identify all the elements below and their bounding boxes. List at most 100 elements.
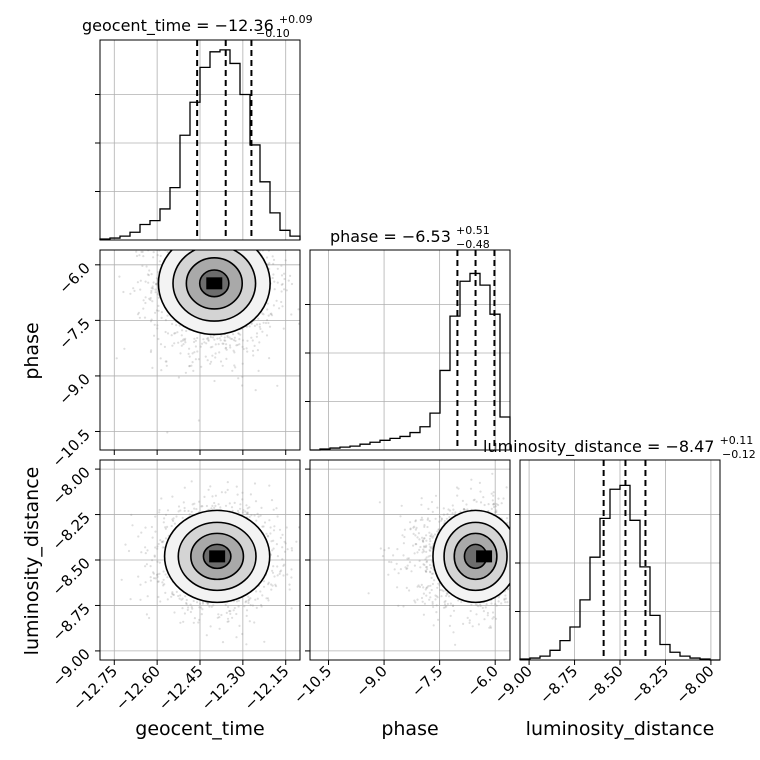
panel-geocent-time-vs-phase-sample-point: [264, 243, 266, 245]
panel-phase-vs-luminosity-distance-sample-point: [413, 552, 416, 555]
panel-geocent-time-vs-luminosity-distance-sample-point: [267, 535, 270, 538]
panel-geocent-time-vs-phase-sample-point: [193, 238, 195, 240]
panel-phase-vs-luminosity-distance-sample-point: [513, 560, 515, 562]
panel-geocent-time-vs-luminosity-distance-sample-point: [144, 565, 147, 568]
panel-geocent-time-vs-phase-sample-point: [190, 364, 193, 367]
panel-phase-vs-luminosity-distance-sample-point: [427, 555, 430, 558]
panel-phase-vs-luminosity-distance-sample-point: [397, 572, 400, 575]
panel-geocent-time-vs-luminosity-distance-sample-point: [241, 632, 244, 636]
panel-phase-vs-luminosity-distance-sample-point: [524, 518, 526, 520]
panel-geocent-time-vs-phase-sample-point: [222, 247, 224, 249]
panel-geocent-time-vs-luminosity-distance-sample-point: [181, 597, 184, 600]
panel-phase-vs-luminosity-distance-sample-point: [463, 507, 466, 511]
panel-phase-vs-luminosity-distance-sample-point: [431, 582, 434, 586]
panel-geocent-time-vs-luminosity-distance-sample-point: [245, 504, 248, 507]
panel-geocent-time-vs-phase-sample-point: [258, 222, 260, 224]
panel-geocent-time-vs-luminosity-distance-sample-point: [236, 509, 240, 512]
panel-geocent-time-vs-phase-sample-point: [262, 321, 265, 324]
panel-geocent-time-vs-phase-sample-point: [202, 338, 205, 341]
panel-geocent-time-vs-phase-sample-point: [200, 365, 203, 368]
panel-geocent-time-vs-phase-sample-point: [155, 277, 158, 280]
panel-phase-vs-luminosity-distance-sample-point: [428, 543, 431, 546]
panel-geocent-time-vs-phase-sample-point: [160, 316, 163, 319]
panel-geocent-time-vs-luminosity-distance-sample-point: [158, 561, 161, 564]
panel-geocent-time-vs-phase-sample-point: [257, 244, 259, 246]
panel-geocent-time-vs-phase-sample-point: [280, 300, 283, 304]
panel-geocent-time-vs-luminosity-distance-sample-point: [187, 606, 190, 609]
panel-geocent-time-vs-phase-sample-point: [250, 336, 253, 339]
panel-phase-vs-luminosity-distance-sample-point: [524, 540, 526, 542]
panel-geocent-time-vs-phase-sample-point: [207, 338, 210, 341]
panel-geocent-time-vs-phase-sample-point: [151, 366, 154, 369]
panel-geocent-time-vs-phase-sample-point: [194, 345, 197, 348]
panel-geocent-time-vs-phase-sample-point: [213, 237, 215, 239]
panel-geocent-time-vs-phase-sample-point: [158, 260, 161, 263]
panel-geocent-time-vs-phase-sample-point: [159, 343, 163, 346]
panel-geocent-time-vs-phase-sample-point: [213, 338, 216, 341]
panel-geocent-time-vs-luminosity-distance-ytick-label-1: −8.75: [49, 600, 94, 645]
panel-geocent-time-vs-luminosity-distance-sample-point: [211, 504, 214, 507]
panel-geocent-time-vs-phase-sample-point: [256, 227, 258, 229]
panel-phase-vs-luminosity-distance-sample-point: [461, 499, 464, 502]
panel-geocent-time-vs-phase-sample-point: [261, 312, 264, 315]
panels-layer: −10.5−9.0−7.5−6.0−9.00−8.75−8.50−8.25−8.…: [49, 39, 721, 714]
panel-phase-vs-luminosity-distance-sample-point: [514, 592, 516, 594]
panel-phase-vs-luminosity-distance-sample-point: [532, 549, 534, 551]
panel-geocent-time-vs-phase-sample-point: [263, 187, 265, 189]
panel-geocent-time-vs-phase-sample-point: [156, 293, 159, 296]
panel-geocent-time-vs-phase-sample-point: [237, 244, 239, 246]
panel-phase-vs-luminosity-distance-sample-point: [494, 505, 497, 508]
panel-geocent-time-vs-luminosity-distance-sample-point: [179, 621, 182, 624]
panel-geocent-time-vs-phase-sample-point: [150, 318, 153, 321]
panel-geocent-time-vs-luminosity-distance-sample-point: [241, 491, 244, 494]
panel-phase-vs-luminosity-distance-sample-point: [440, 518, 444, 521]
panel-geocent-time-vs-luminosity-distance-sample-point: [226, 488, 229, 491]
panel-geocent-time-vs-luminosity-distance-sample-point: [218, 627, 221, 630]
panel-phase-vs-luminosity-distance-sample-point: [462, 622, 465, 626]
panel-phase-vs-luminosity-distance-sample-point: [479, 604, 482, 608]
panel-geocent-time-vs-luminosity-distance-sample-point: [249, 604, 252, 607]
panel-geocent-time-vs-luminosity-distance-sample-point: [224, 491, 227, 494]
panel-geocent-time-vs-phase-sample-point: [219, 247, 221, 249]
panel-geocent-time-vs-phase-sample-point: [144, 280, 147, 283]
panel-geocent-time-vs-luminosity-distance-sample-point: [246, 507, 249, 510]
panel-geocent-time-vs-luminosity-distance-sample-point: [200, 505, 203, 508]
panel-geocent-time-vs-luminosity-distance-sample-point: [253, 621, 256, 624]
panel-geocent-time-vs-phase-sample-point: [244, 234, 246, 236]
panel-geocent-time-vs-luminosity-distance-sample-point: [280, 569, 283, 572]
panel-geocent-time-vs-phase-sample-point: [178, 213, 180, 215]
panel-phase-vs-luminosity-distance-sample-point: [425, 539, 428, 542]
panel-phase-vs-luminosity-distance-sample-point: [438, 584, 441, 587]
panel-phase-vs-luminosity-distance-sample-point: [469, 609, 472, 613]
panel-geocent-time-vs-phase-sample-point: [226, 336, 229, 339]
panel-geocent-time-vs-phase-sample-point: [266, 308, 269, 311]
panel-geocent-time-vs-phase-sample-point: [180, 334, 183, 337]
panel-geocent-time-vs-phase-sample-point: [157, 309, 160, 312]
panel-phase-vs-luminosity-distance-sample-point: [433, 579, 436, 582]
panel-geocent-time-vs-luminosity-distance-sample-point: [272, 547, 275, 550]
panel-geocent-time-vs-luminosity-distance-sample-point: [166, 509, 170, 512]
panel-geocent-time-vs-phase-sample-point: [221, 226, 223, 228]
panel-geocent-time-vs-phase-sample-point: [252, 354, 255, 357]
panel-geocent-time-vs-luminosity-distance-sample-point: [246, 511, 249, 514]
panel-geocent-time-vs-phase-sample-point: [231, 369, 234, 372]
panel-geocent-time-vs-luminosity-distance-sample-point: [220, 613, 223, 617]
panel-geocent-time-vs-phase-sample-point: [156, 324, 159, 327]
panel-phase-vs-luminosity-distance-sample-point: [426, 517, 430, 520]
panel-phase-vs-luminosity-distance-sample-point: [395, 562, 398, 565]
panel-phase-vs-luminosity-distance-sample-point: [497, 497, 500, 500]
panel-geocent-time-vs-luminosity-distance-sample-point: [144, 546, 147, 549]
panel-phase-vs-luminosity-distance-sample-point: [456, 494, 459, 497]
panel-geocent-time-vs-luminosity-distance-sample-point: [208, 605, 211, 608]
panel-geocent-time-vs-phase-sample-point: [241, 362, 244, 365]
panel-geocent-time-vs-phase-sample-point: [150, 291, 153, 294]
panel-geocent-time-vs-phase-sample-point: [191, 246, 193, 248]
panel-geocent-time-vs-luminosity-distance-sample-point: [205, 634, 208, 637]
panel-geocent-time-vs-luminosity-distance-sample-point: [185, 601, 188, 605]
panel-geocent-time-vs-phase-sample-point: [223, 247, 225, 249]
panel-phase-vs-luminosity-distance-sample-point: [435, 611, 438, 614]
panel-geocent-time-vs-phase-sample-point: [217, 343, 220, 346]
panel-geocent-time-vs-phase-sample-point: [272, 262, 275, 265]
panel-geocent-time-vs-phase-sample-point: [252, 236, 254, 238]
panel-geocent-time-vs-phase-sample-point: [228, 246, 230, 248]
